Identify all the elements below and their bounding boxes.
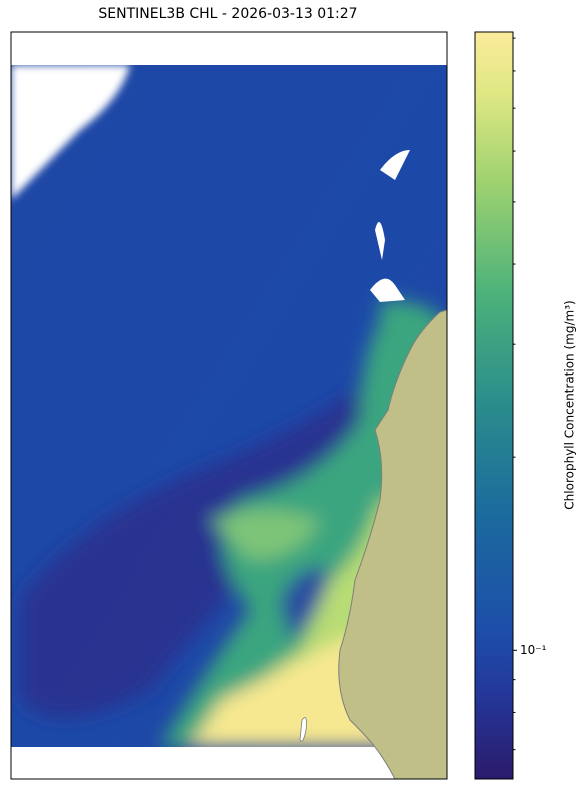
map-frame <box>10 31 448 780</box>
land <box>338 309 448 780</box>
colorbar-label: Chlorophyll Concentration (mg/m³) <box>563 300 577 509</box>
colorbar <box>474 31 514 780</box>
island <box>299 717 307 742</box>
title: SENTINEL3B CHL - 2026-03-13 01:27 <box>98 6 357 22</box>
colorbar-tick-label: 10⁻¹ <box>520 643 547 657</box>
